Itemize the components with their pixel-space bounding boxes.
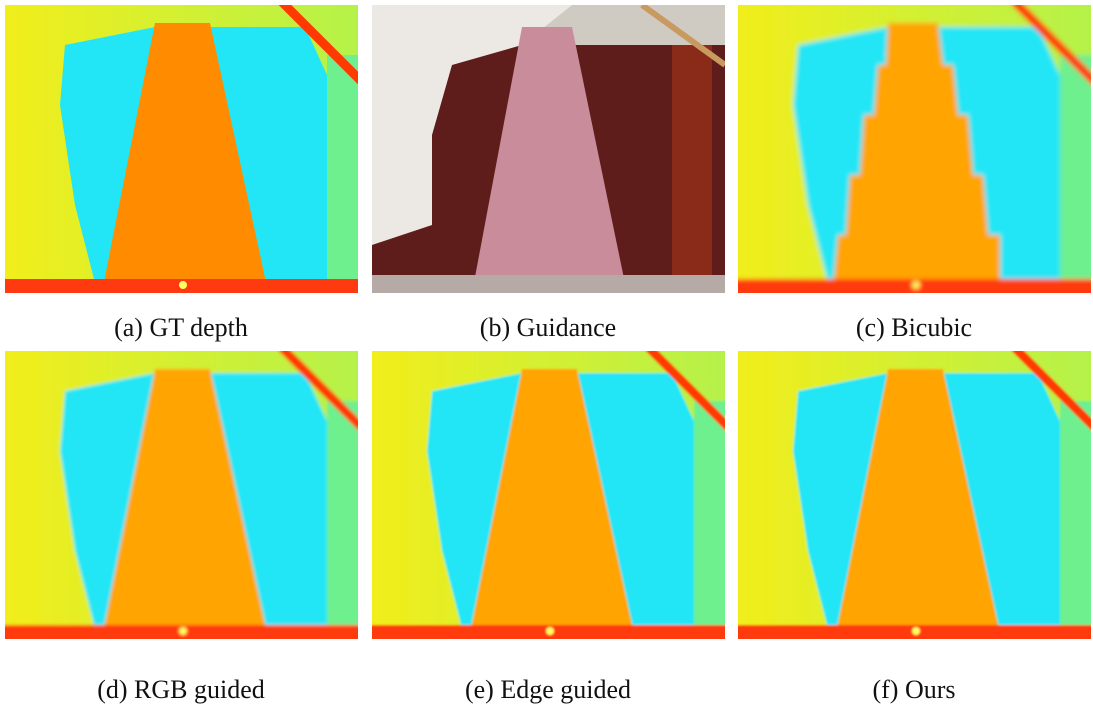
- right-region: [327, 401, 367, 641]
- panel-image: [372, 5, 725, 293]
- floor: [733, 279, 1093, 299]
- caption: (e) Edge guided: [465, 675, 631, 704]
- floor-spot: [179, 627, 187, 635]
- depth-map: [367, 346, 734, 645]
- depth-map: [733, 346, 1093, 645]
- caption: (a) GT depth: [114, 313, 248, 342]
- floor-spot: [912, 281, 920, 289]
- right-region: [694, 401, 734, 641]
- floor-spot: [546, 627, 554, 635]
- right-region: [1060, 401, 1093, 641]
- floor: [733, 625, 1093, 645]
- panel-image: [367, 346, 734, 645]
- figure: (a) GT depth (b) Guidance (c) Bicubic (d) R…: [0, 0, 1093, 705]
- panel-image: [733, 0, 1093, 299]
- floor-spot: [179, 281, 187, 289]
- depth-map: [0, 0, 367, 299]
- panel-image: [733, 346, 1093, 645]
- right-region: [327, 55, 367, 295]
- panel-image: [0, 0, 367, 299]
- floor: [372, 275, 725, 293]
- panel-image: [0, 346, 367, 645]
- caption: (c) Bicubic: [856, 313, 972, 342]
- depth-map: [0, 346, 367, 645]
- caption: (d) RGB guided: [97, 675, 265, 704]
- floor-spot: [912, 627, 920, 635]
- caption: (b) Guidance: [480, 313, 616, 342]
- right-region: [1060, 55, 1093, 295]
- depth-map: [733, 0, 1093, 299]
- caption: (f) Ours: [872, 675, 955, 704]
- right-rod: [672, 45, 712, 293]
